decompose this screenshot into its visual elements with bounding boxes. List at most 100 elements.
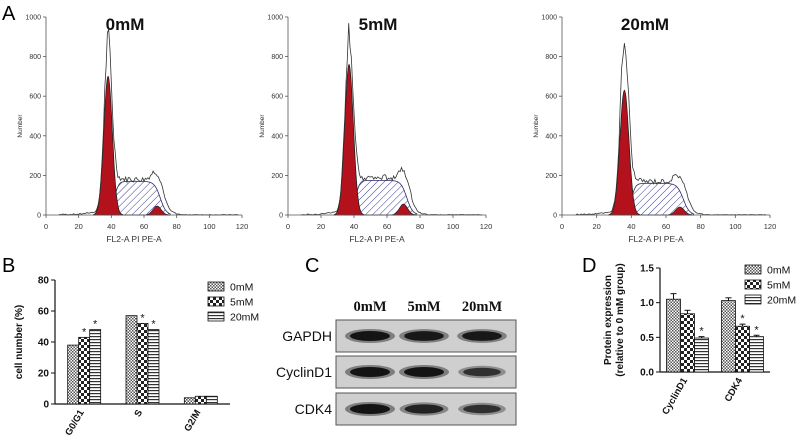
g2-peak: [667, 206, 694, 216]
x-tick-label: G2/M: [182, 408, 203, 434]
legend-swatch-0mM: [744, 264, 762, 275]
y-axis-label: Number: [533, 114, 540, 138]
y-axis-label: Number: [259, 114, 266, 138]
protein-band: [350, 367, 390, 377]
x-tick-label: 120: [764, 222, 777, 231]
legend-swatch-20mM: [744, 294, 762, 305]
x-tick-label: CDK4: [723, 375, 746, 404]
y-tick-label: 80: [38, 276, 50, 287]
protein-label: GAPDH: [282, 328, 332, 344]
protein-expression-bar-chart: 0.0 0.5 1.0 1.5 Protein expression (relative …: [603, 263, 796, 416]
y-tick-label: 1.5: [640, 264, 654, 275]
g1-peak: [608, 89, 641, 216]
panel-letter-c: C: [305, 255, 319, 277]
y-tick-label: 40: [38, 338, 50, 349]
bar-20mM-G0/G1: [89, 329, 102, 405]
y-tick-label: 1000: [541, 15, 557, 22]
x-tick-label: 60: [140, 222, 148, 231]
western-blot: 0mM 5mM 20mM GAPDH CyclinD1 CDK4: [276, 299, 517, 426]
lane-label: 5mM: [407, 299, 440, 315]
lane-label: 20mM: [462, 299, 503, 315]
x-tick-label: CyclinD1: [660, 375, 690, 416]
y-tick-label: 0.5: [640, 333, 654, 344]
x-tick-label: 40: [627, 222, 635, 231]
protein-band: [404, 404, 444, 414]
legend-label: 0mM: [230, 282, 253, 294]
x-tick-label: 0: [44, 222, 48, 231]
y-tick-label: 1000: [25, 15, 41, 22]
y-tick-label: 400: [29, 133, 41, 140]
y-tick-label: 400: [271, 133, 283, 140]
y-tick-label: 0: [37, 213, 41, 220]
x-tick-label: 100: [203, 222, 216, 231]
x-tick-label: 60: [662, 222, 670, 231]
x-tick-label: 60: [383, 222, 391, 231]
y-tick-label: 400: [545, 133, 557, 140]
y-axis-label: Protein expression: [603, 275, 614, 365]
y-axis-label: (relative to 0 mM group): [615, 263, 626, 376]
y-tick-label: 1.0: [640, 298, 654, 309]
protein-band: [350, 331, 390, 341]
x-tick-label: 100: [447, 222, 460, 231]
histogram-5mM: 0 20 40 60 80 100 120 0 200 400 600 800 1000 FL2-A PI…: [259, 15, 492, 245]
legend-label: 0mM: [767, 265, 790, 277]
significance-star: *: [140, 312, 145, 324]
bar-0mM-G2/M: [183, 397, 196, 405]
g2-peak: [145, 205, 170, 216]
x-tick-label: G0/G1: [63, 407, 87, 437]
protein-band: [404, 331, 444, 341]
significance-star: *: [699, 326, 704, 338]
bar-20mM-CyclinD1: [694, 337, 709, 373]
s-phase-region: [345, 179, 418, 216]
bar-0mM-CDK4: [721, 300, 736, 373]
bar-5mM-G2/M: [194, 395, 207, 405]
x-tick-label: S: [132, 408, 145, 419]
x-axis-label: FL2-A PI PE-A: [349, 234, 405, 244]
panel-letter-b: B: [2, 255, 15, 277]
x-tick-label: 20: [74, 222, 82, 231]
x-tick-label: 0: [560, 222, 564, 231]
protein-band: [404, 367, 444, 377]
legend-label: 20mM: [230, 312, 259, 324]
bar-5mM-S: [136, 322, 149, 405]
histogram-20mM: 0 20 40 60 80 100 120 0 200 400 600 800 1000 FL2-A PI…: [533, 15, 776, 245]
protein-label: CyclinD1: [276, 364, 332, 380]
x-tick-label: 120: [480, 222, 493, 231]
y-tick-label: 0: [279, 213, 283, 220]
histogram-title: 0mM: [106, 15, 145, 34]
legend-label: 20mM: [767, 295, 796, 307]
legend-swatch-20mM: [207, 311, 225, 322]
x-tick-label: 120: [236, 222, 249, 231]
y-tick-label: 0.0: [640, 368, 654, 379]
lane-label: 0mM: [353, 299, 386, 315]
y-tick-label: 600: [271, 94, 283, 101]
bar-20mM-CDK4: [749, 336, 764, 373]
x-tick-label: 80: [416, 222, 424, 231]
histogram-title: 5mM: [359, 15, 398, 34]
legend-label: 5mM: [767, 280, 790, 292]
bar-5mM-CyclinD1: [680, 313, 695, 373]
x-axis-label: FL2-A PI PE-A: [628, 234, 684, 244]
x-tick-label: 20: [592, 222, 600, 231]
protein-band: [462, 331, 502, 341]
significance-star: *: [740, 313, 745, 325]
y-tick-label: 200: [29, 173, 41, 180]
legend-label: 5mM: [230, 297, 253, 309]
x-tick-label: 0: [286, 222, 290, 231]
legend-swatch-5mM: [207, 296, 225, 307]
x-axis-label: FL2-A PI PE-A: [106, 234, 162, 244]
x-tick-label: 100: [729, 222, 742, 231]
histogram-title: 20mM: [621, 15, 669, 34]
cell-cycle-bar-chart: 0 20 40 60 80 cell number (%) * * G0/G1 * * S G2/M 0m…: [14, 276, 259, 438]
bar-0mM-S: [125, 315, 138, 405]
protein-label: CDK4: [295, 401, 333, 417]
x-tick-label: 40: [350, 222, 358, 231]
bar-0mM-CyclinD1: [666, 298, 681, 373]
s-phase-region: [620, 182, 695, 216]
significance-star: *: [82, 326, 87, 338]
legend-swatch-0mM: [207, 281, 225, 292]
y-tick-label: 800: [271, 54, 283, 61]
significance-star: *: [93, 319, 98, 331]
y-axis-label: cell number (%): [14, 305, 25, 379]
